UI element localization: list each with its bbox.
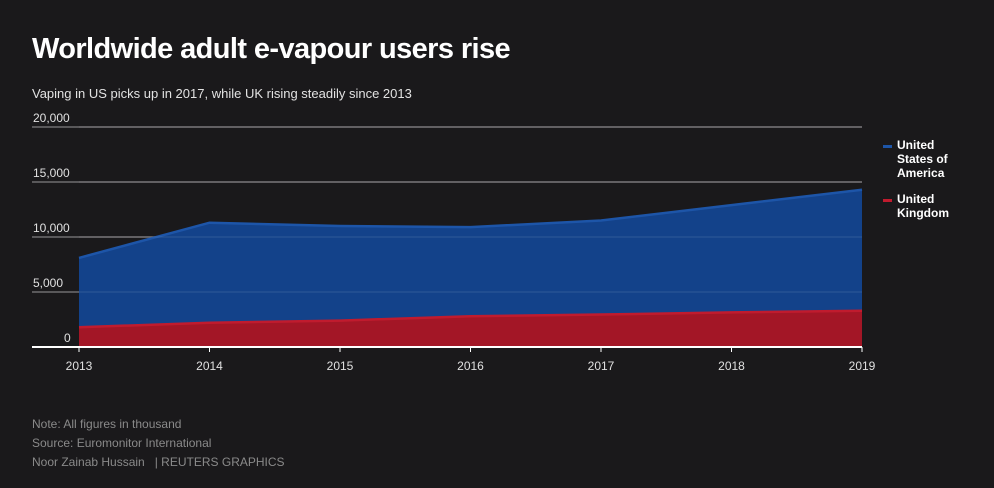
area-usa (79, 189, 862, 347)
area-uk (79, 310, 862, 347)
x-tick-label-2014: 2014 (196, 359, 223, 373)
legend-label-usa: United States of America (897, 138, 948, 180)
y-tick-label-2: 10,000 (33, 221, 70, 235)
x-tick-label-2018: 2018 (718, 359, 745, 373)
line-usa (78, 188, 863, 260)
legend-swatch-usa (883, 145, 892, 148)
chart-legend: United States of America United Kingdom (883, 138, 983, 232)
legend-swatch-uk (883, 199, 892, 202)
x-tick-label-2019: 2019 (849, 359, 876, 373)
chart-subtitle: Vaping in US picks up in 2017, while UK … (32, 86, 412, 101)
chart-title: Worldwide adult e-vapour users rise (32, 33, 511, 65)
x-tick-label-2016: 2016 (457, 359, 484, 373)
footer-credit: Noor Zainab Hussain | REUTERS GRAPHICS (32, 455, 285, 469)
legend-label-uk: United Kingdom (897, 192, 949, 220)
x-tick-label-2015: 2015 (327, 359, 354, 373)
x-tick-label-2017: 2017 (588, 359, 615, 373)
y-axis-ticks: 0 5,000 10,000 15,000 20,000 (33, 111, 71, 345)
footer-brand: | REUTERS GRAPHICS (154, 455, 285, 469)
legend-item-usa: United States of America (883, 138, 983, 180)
y-tick-label-3: 15,000 (33, 166, 70, 180)
footer-author: Noor Zainab Hussain (32, 455, 145, 469)
x-axis-ticks: 2013 2014 2015 2016 2017 2018 2019 (66, 347, 876, 373)
x-tick-label-2013: 2013 (66, 359, 93, 373)
y-tick-label-0: 0 (64, 331, 71, 345)
footer-note: Note: All figures in thousand (32, 417, 182, 431)
y-tick-label-1: 5,000 (33, 276, 63, 290)
y-tick-label-4: 20,000 (33, 111, 70, 125)
footer-source: Source: Euromonitor International (32, 436, 212, 450)
chart-areas (32, 126, 863, 348)
line-uk (78, 309, 863, 329)
legend-item-uk: United Kingdom (883, 192, 983, 220)
